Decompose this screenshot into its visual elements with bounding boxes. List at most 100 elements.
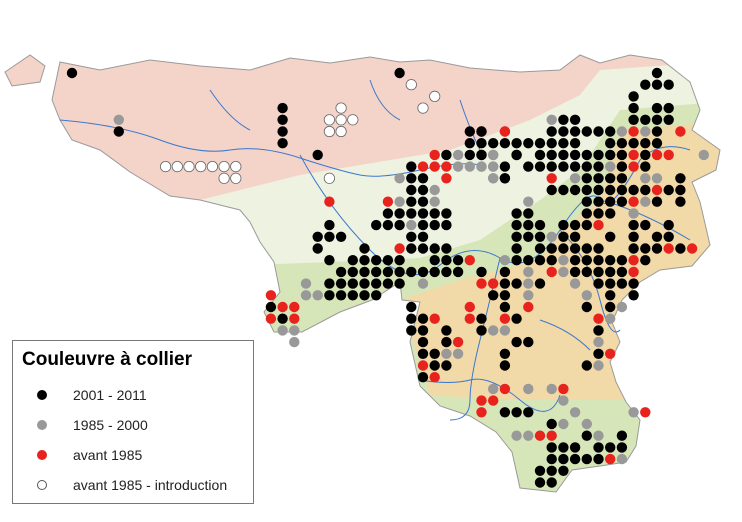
legend-item-1985-2000: 1985 - 2000 [37, 415, 148, 435]
observation-dot [569, 407, 581, 418]
observation-dot [605, 138, 616, 149]
observation-dot [499, 407, 511, 418]
observation-dot [441, 208, 452, 219]
observation-dot [452, 149, 464, 161]
legend-item-introduction: avant 1985 - introduction [37, 475, 227, 495]
observation-dot [417, 266, 429, 278]
observation-dot [511, 407, 522, 418]
observation-dot [476, 126, 487, 137]
observation-dot [628, 184, 639, 196]
observation-dot [546, 465, 557, 476]
observation-dot [441, 336, 452, 348]
observation-dot [347, 266, 358, 278]
observation-dot [651, 231, 663, 242]
observation-dot [499, 290, 511, 301]
observation-dot [382, 278, 394, 289]
observation-dot [616, 278, 628, 289]
observation-dot [640, 161, 651, 172]
observation-dot [581, 290, 592, 301]
observation-dot [289, 336, 300, 348]
observation-dot [534, 255, 546, 266]
observation-dot [616, 173, 628, 184]
observation-dot [511, 208, 522, 219]
observation-dot [499, 266, 511, 278]
observation-dot [640, 138, 651, 149]
observation-dot [558, 184, 569, 196]
observation-dot [628, 231, 639, 242]
observation-dot [605, 278, 616, 289]
observation-dot [569, 442, 581, 453]
observation-dot [651, 184, 663, 196]
observation-dot [335, 278, 347, 289]
legend-label: avant 1985 - introduction [73, 477, 228, 493]
observation-dot [464, 313, 475, 324]
observation-dot [558, 465, 569, 476]
observation-dot [651, 196, 663, 207]
observation-dot [628, 290, 639, 301]
observation-dot [488, 290, 499, 301]
observation-dot [323, 125, 335, 138]
observation-dot [371, 278, 382, 289]
white-dot-icon [37, 480, 47, 490]
observation-dot [593, 219, 604, 231]
observation-dot [488, 383, 499, 395]
river [419, 319, 591, 412]
observation-dot [663, 114, 674, 126]
observation-dot [593, 266, 604, 278]
observation-dot [569, 266, 581, 278]
observation-dot [394, 208, 405, 219]
observation-dot [394, 173, 405, 184]
observation-dot [511, 430, 522, 441]
observation-dot [569, 161, 581, 172]
observation-dot [429, 90, 441, 103]
observation-dot [569, 114, 581, 126]
observation-dot [605, 313, 616, 324]
observation-dot [640, 255, 651, 266]
observation-dot [183, 161, 195, 173]
observation-dot [558, 383, 569, 395]
observation-dot [675, 243, 686, 254]
observation-dot [581, 360, 592, 371]
observation-dot [581, 126, 592, 137]
observation-dot [441, 325, 452, 336]
observation-dot [558, 231, 569, 242]
observation-dot [323, 114, 335, 126]
observation-dot [593, 325, 604, 336]
observation-dot [628, 126, 639, 137]
observation-dot [581, 430, 592, 441]
observation-dot [605, 126, 616, 137]
observation-dot [640, 196, 651, 207]
observation-dot [429, 161, 440, 172]
observation-dot [593, 243, 604, 254]
observation-dot [546, 138, 557, 149]
observation-dot [546, 184, 557, 196]
observation-dot [417, 219, 429, 231]
observation-dot [605, 196, 616, 207]
observation-dot [651, 138, 663, 149]
observation-dot [616, 138, 628, 149]
observation-dot [558, 219, 569, 231]
observation-dot [628, 208, 639, 219]
observation-dot [534, 231, 546, 242]
observation-dot [488, 173, 499, 184]
observation-dot [324, 219, 335, 231]
observation-dot [441, 219, 452, 231]
observation-dot [640, 407, 651, 418]
observation-dot [406, 325, 417, 336]
observation-dot [406, 208, 417, 219]
observation-dot [581, 243, 592, 254]
observation-dot [464, 149, 475, 161]
observation-dot [581, 219, 592, 231]
observation-dot [640, 243, 651, 254]
observation-dot [394, 67, 405, 79]
observation-dot [523, 138, 534, 149]
observation-dot [335, 290, 347, 301]
observation-dot [628, 278, 639, 289]
observation-dot [277, 325, 288, 336]
observation-dot [558, 138, 569, 149]
observation-dot [417, 161, 429, 172]
observation-dot [605, 231, 616, 242]
observation-dot [452, 255, 464, 266]
observation-dot [324, 196, 335, 207]
observation-dot [511, 255, 522, 266]
